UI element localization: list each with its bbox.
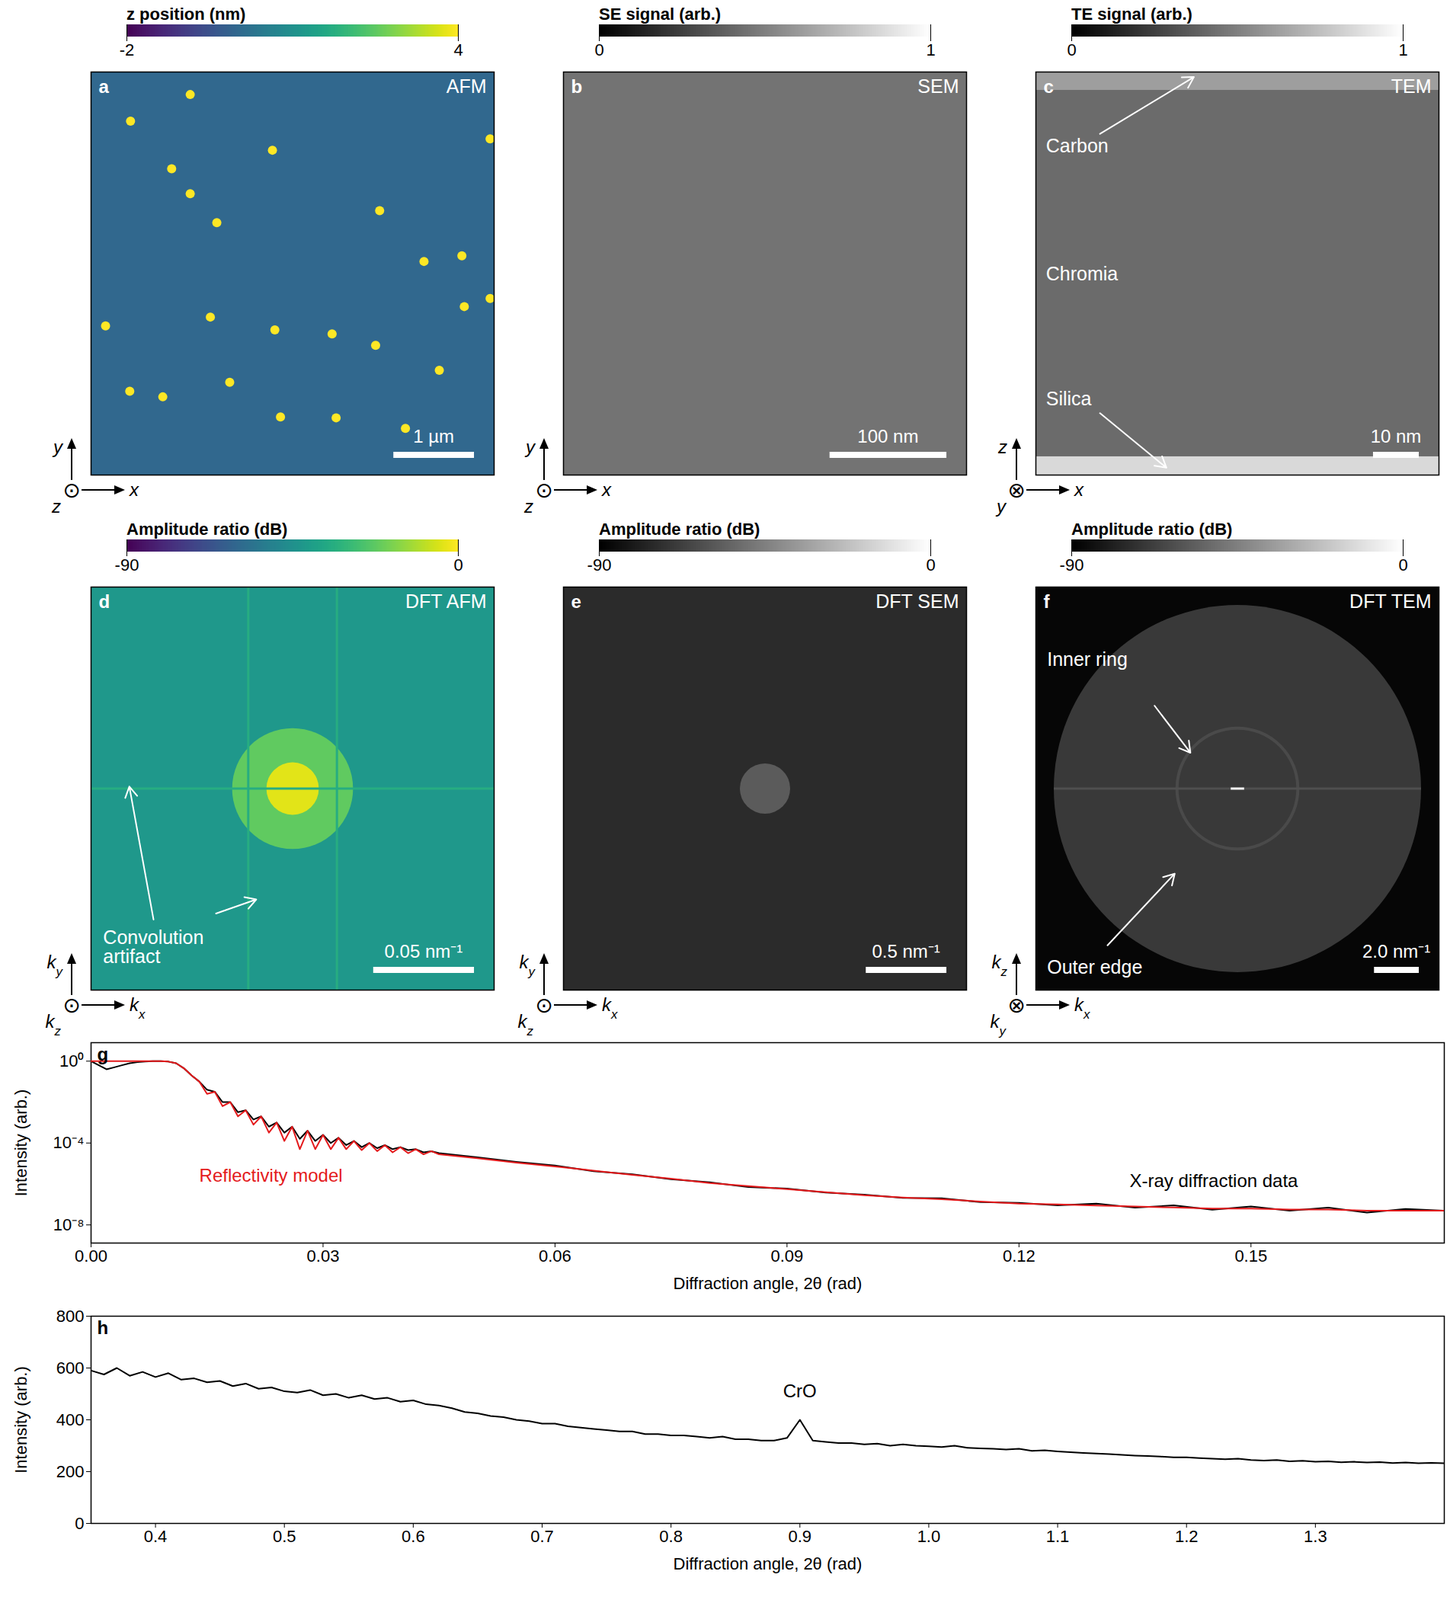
svg-text:c: c [1043, 76, 1054, 97]
svg-text:kz: kz [518, 1011, 535, 1039]
svg-text:d: d [99, 591, 111, 612]
svg-text:0.15: 0.15 [1234, 1246, 1268, 1266]
svg-text:0.03: 0.03 [307, 1246, 340, 1266]
svg-text:y: y [51, 436, 65, 458]
svg-text:4: 4 [453, 40, 463, 60]
svg-text:0.7: 0.7 [530, 1526, 554, 1547]
svg-text:Carbon: Carbon [1046, 134, 1109, 157]
svg-text:Diffraction angle, 2θ (rad): Diffraction angle, 2θ (rad) [673, 1554, 863, 1574]
svg-text:0.09: 0.09 [770, 1246, 804, 1266]
svg-text:kx: kx [1074, 994, 1091, 1022]
svg-text:2.0 nm⁻¹: 2.0 nm⁻¹ [1362, 941, 1431, 962]
svg-text:z position (nm): z position (nm) [126, 4, 246, 24]
svg-text:1: 1 [1398, 40, 1408, 60]
svg-text:SEM: SEM [917, 75, 959, 97]
svg-text:DFT AFM: DFT AFM [405, 590, 487, 612]
svg-text:TE signal (arb.): TE signal (arb.) [1071, 4, 1193, 24]
svg-text:Convolutionartifact: Convolutionartifact [102, 926, 204, 967]
svg-text:0.5 nm⁻¹: 0.5 nm⁻¹ [871, 941, 940, 962]
svg-text:10⁰: 10⁰ [59, 1051, 84, 1071]
svg-text:DFT TEM: DFT TEM [1349, 590, 1431, 612]
svg-text:800: 800 [56, 1306, 85, 1326]
svg-text:Reflectivity model: Reflectivity model [199, 1165, 343, 1186]
svg-text:1: 1 [925, 40, 935, 60]
svg-text:0.9: 0.9 [787, 1526, 812, 1547]
svg-text:⊙: ⊙ [62, 992, 81, 1018]
svg-text:Inner ring: Inner ring [1046, 648, 1128, 670]
svg-text:1.2: 1.2 [1174, 1526, 1199, 1547]
svg-text:1 µm: 1 µm [412, 425, 455, 447]
svg-text:10⁻⁸: 10⁻⁸ [53, 1215, 85, 1235]
svg-text:kz: kz [992, 951, 1009, 980]
svg-text:200: 200 [56, 1462, 85, 1482]
svg-text:0: 0 [1398, 555, 1408, 575]
svg-text:ky: ky [990, 1011, 1008, 1039]
svg-text:CrO: CrO [783, 1380, 817, 1402]
svg-text:Intensity (arb.): Intensity (arb.) [11, 1366, 31, 1474]
svg-text:z: z [997, 436, 1008, 458]
svg-text:z: z [51, 496, 61, 517]
svg-text:a: a [99, 76, 110, 97]
svg-text:600: 600 [56, 1358, 85, 1378]
svg-text:10 nm: 10 nm [1370, 425, 1422, 447]
svg-text:Chromia: Chromia [1046, 262, 1119, 285]
svg-text:e: e [571, 591, 582, 612]
svg-text:DFT SEM: DFT SEM [875, 590, 959, 612]
svg-text:⊙: ⊙ [534, 992, 553, 1018]
svg-text:10⁻⁴: 10⁻⁴ [53, 1133, 85, 1153]
svg-text:⊙: ⊙ [534, 477, 553, 503]
svg-text:x: x [601, 479, 612, 500]
svg-text:y: y [995, 496, 1008, 517]
svg-text:0: 0 [74, 1514, 84, 1534]
svg-text:TEM: TEM [1391, 75, 1432, 97]
svg-text:SE signal (arb.): SE signal (arb.) [598, 4, 721, 24]
svg-text:-90: -90 [587, 555, 612, 575]
svg-text:AFM: AFM [446, 75, 487, 97]
svg-text:0.5: 0.5 [272, 1526, 297, 1547]
svg-text:ky: ky [519, 951, 537, 980]
svg-text:0.8: 0.8 [659, 1526, 683, 1547]
svg-text:0: 0 [1066, 40, 1076, 60]
svg-text:1.1: 1.1 [1046, 1526, 1070, 1547]
svg-text:0.12: 0.12 [1002, 1246, 1036, 1266]
svg-text:0.4: 0.4 [144, 1526, 168, 1547]
svg-text:x: x [1073, 479, 1085, 500]
svg-text:Diffraction angle, 2θ (rad): Diffraction angle, 2θ (rad) [673, 1273, 863, 1294]
svg-text:g: g [97, 1043, 109, 1065]
svg-text:0.6: 0.6 [401, 1526, 426, 1547]
svg-text:⊗: ⊗ [1007, 477, 1025, 503]
svg-text:0: 0 [453, 555, 463, 575]
svg-text:-90: -90 [1059, 555, 1085, 575]
svg-text:Amplitude ratio (dB): Amplitude ratio (dB) [1071, 519, 1233, 539]
svg-text:0.05 nm⁻¹: 0.05 nm⁻¹ [384, 941, 464, 962]
svg-text:b: b [571, 76, 583, 97]
svg-text:Silica: Silica [1046, 387, 1092, 410]
svg-text:Intensity (arb.): Intensity (arb.) [11, 1089, 31, 1198]
svg-text:y: y [524, 436, 537, 458]
svg-text:0: 0 [925, 555, 935, 575]
svg-text:0: 0 [594, 40, 604, 60]
svg-text:Amplitude ratio (dB): Amplitude ratio (dB) [126, 519, 288, 539]
svg-text:Outer edge: Outer edge [1046, 956, 1143, 978]
svg-text:-90: -90 [115, 555, 140, 575]
svg-text:kx: kx [129, 994, 146, 1022]
svg-text:Amplitude ratio (dB): Amplitude ratio (dB) [598, 519, 760, 539]
svg-text:400: 400 [56, 1410, 85, 1430]
svg-text:-2: -2 [119, 40, 135, 60]
svg-text:f: f [1043, 591, 1051, 612]
svg-text:x: x [128, 479, 140, 500]
svg-text:0.00: 0.00 [74, 1246, 108, 1266]
svg-text:z: z [523, 496, 534, 517]
svg-text:1.0: 1.0 [917, 1526, 942, 1547]
svg-text:X-ray diffraction data: X-ray diffraction data [1129, 1170, 1299, 1191]
svg-text:1.3: 1.3 [1303, 1526, 1328, 1547]
svg-text:⊙: ⊙ [62, 477, 81, 503]
svg-text:kx: kx [601, 994, 618, 1022]
svg-text:0.06: 0.06 [538, 1246, 572, 1266]
svg-text:kz: kz [45, 1011, 62, 1039]
svg-text:⊗: ⊗ [1007, 992, 1025, 1018]
svg-text:ky: ky [47, 951, 65, 980]
svg-text:100 nm: 100 nm [857, 425, 919, 447]
svg-text:h: h [97, 1317, 109, 1338]
